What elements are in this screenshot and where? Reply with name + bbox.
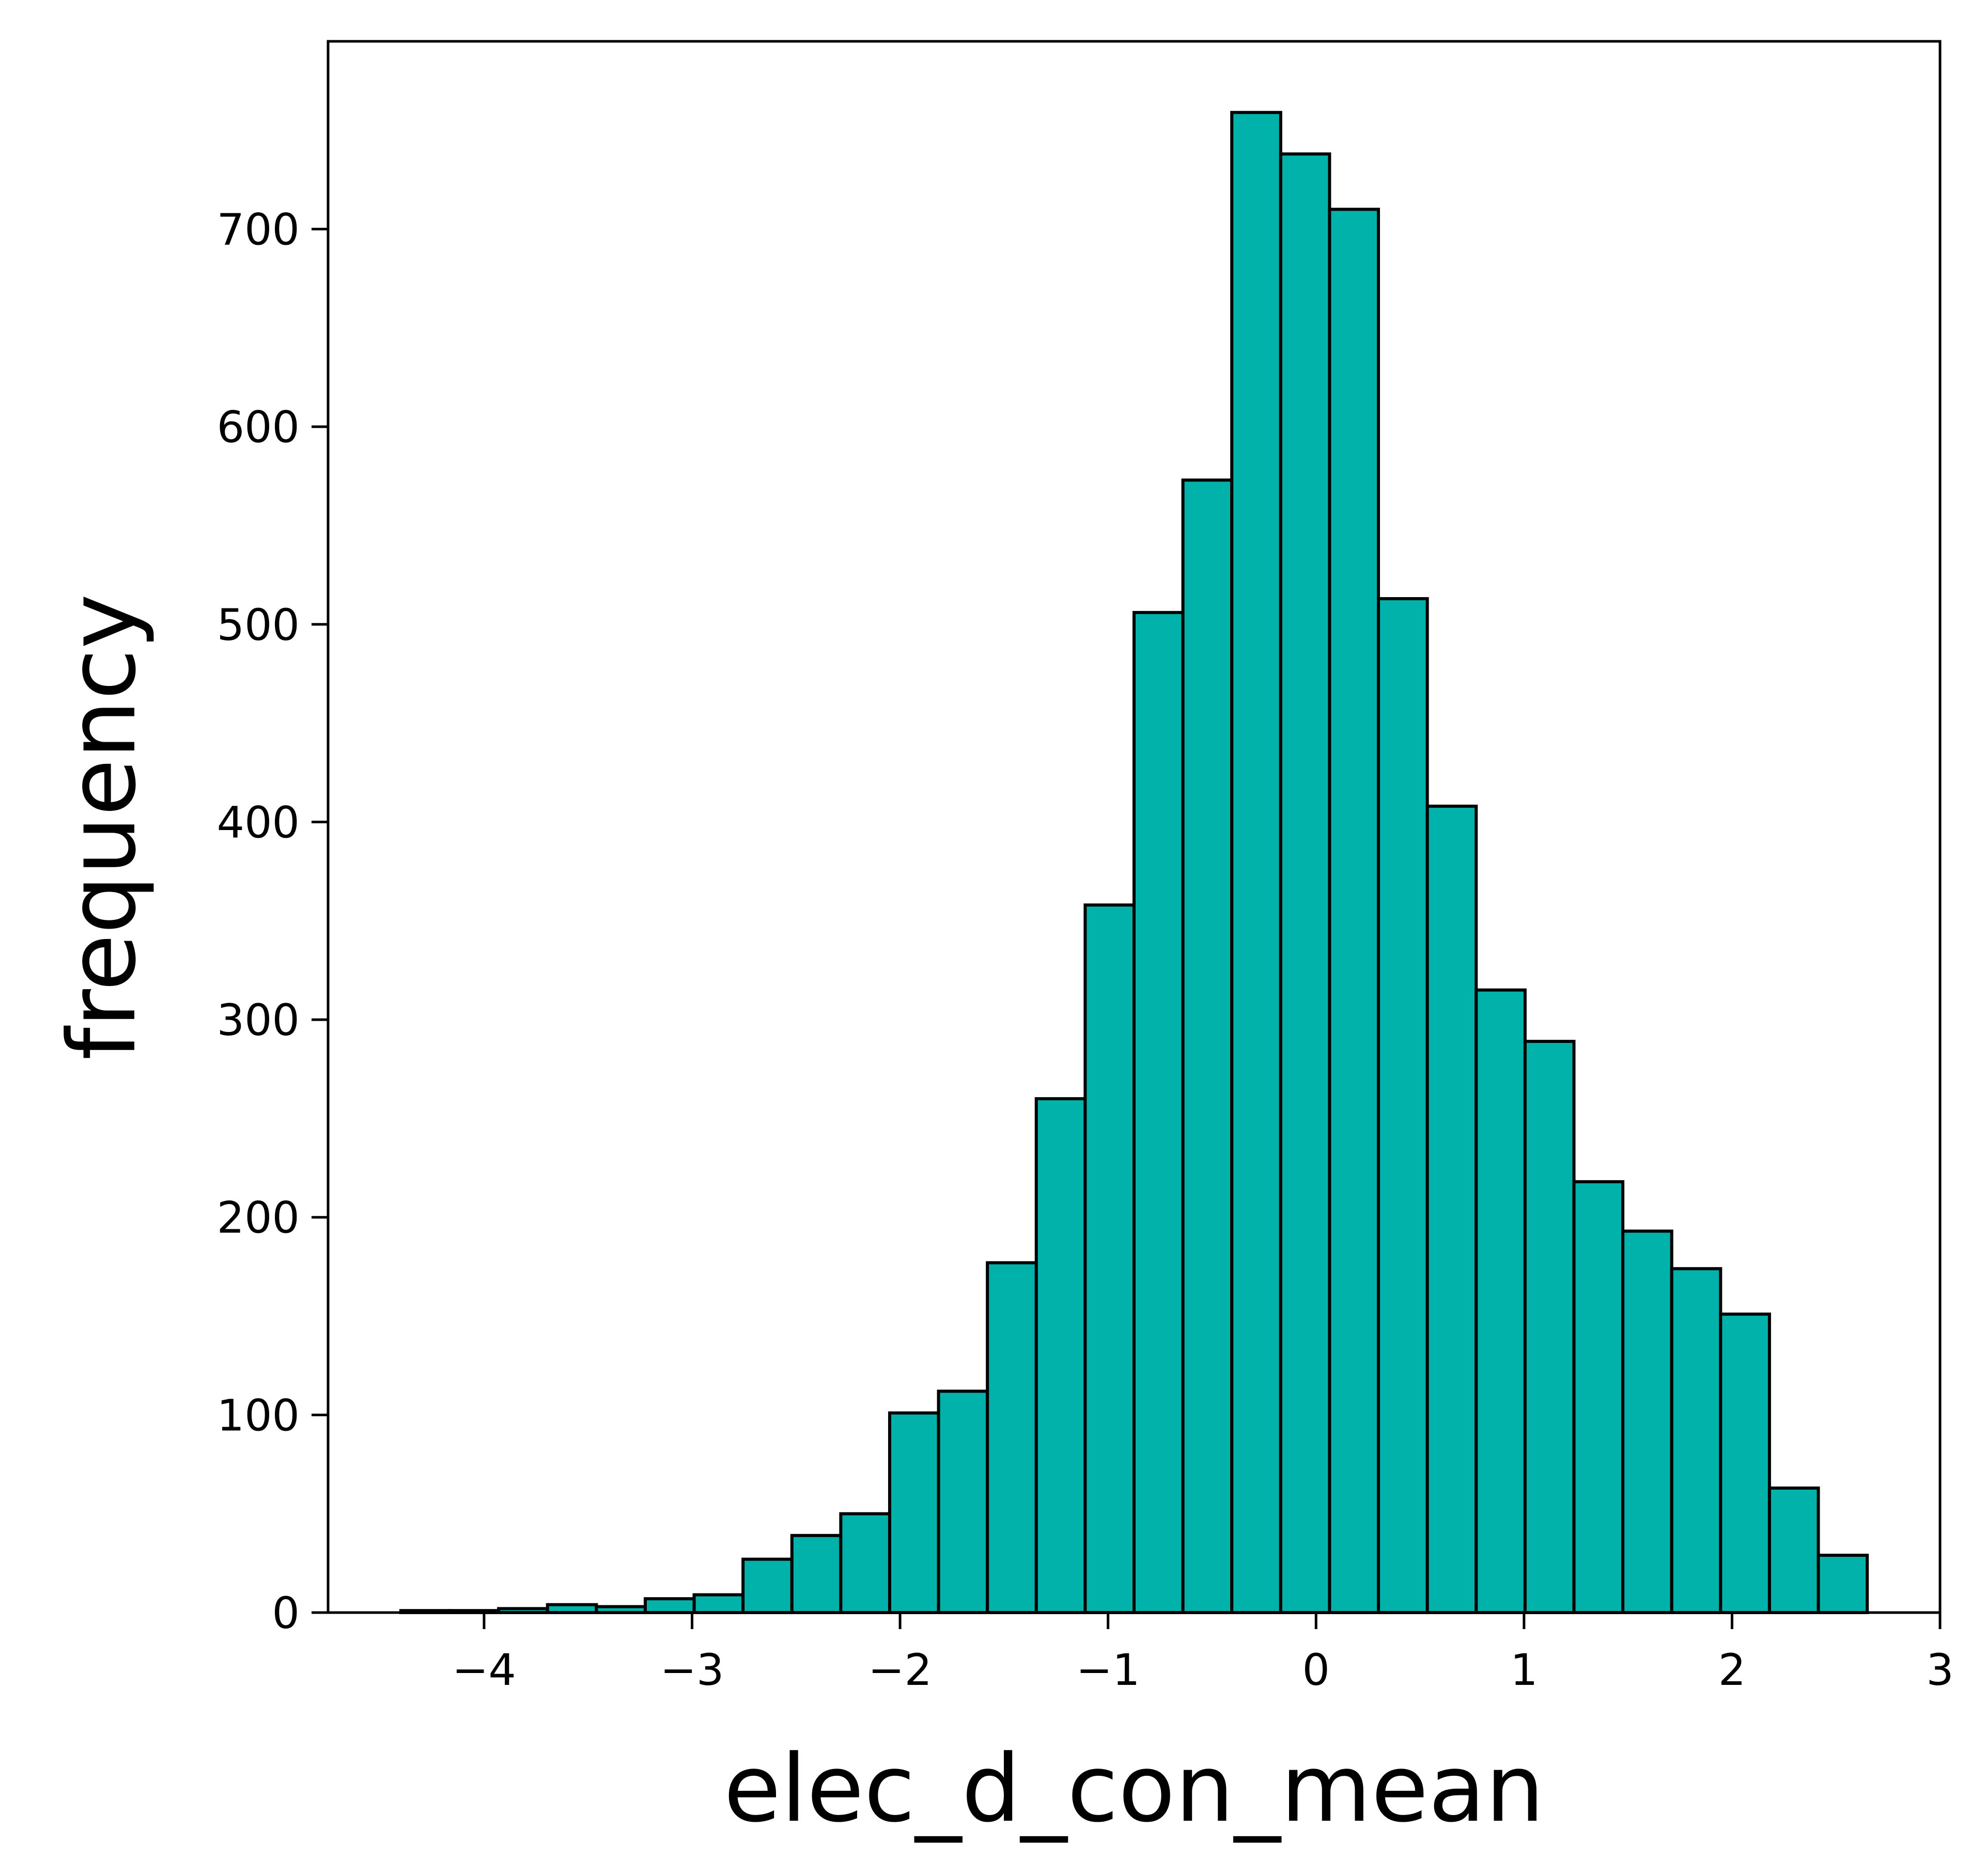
histogram-bar [643,1597,696,1614]
histogram-bar [790,1534,843,1614]
histogram-bar [986,1261,1038,1615]
x-axis-ticks: −4 −3 −2 −1 0 1 2 3 [452,1613,1954,1695]
histogram-bar [1181,478,1234,1615]
histogram-bar [1083,903,1136,1614]
x-tick-label: −2 [868,1645,932,1695]
x-axis-title: elec_d_con_mean [724,1735,1544,1843]
y-tick-label: 100 [217,1390,300,1441]
histogram-bar [839,1512,891,1614]
histogram-bar [1670,1267,1723,1615]
y-tick-label: 700 [217,205,300,255]
y-tick-label: 300 [217,995,300,1045]
y-axis-title: frequency [49,594,157,1060]
histogram-bar [1132,611,1185,1614]
x-tick-label: −4 [452,1645,516,1695]
histogram-bar [1230,111,1282,1614]
histogram-bar [1719,1312,1771,1615]
histogram-bar [1034,1097,1087,1614]
histogram-bar [1279,152,1331,1614]
histogram-bar [1621,1229,1673,1615]
y-tick-label: 200 [217,1193,300,1243]
x-tick-label: 3 [1926,1645,1953,1695]
x-tick-label: −1 [1076,1645,1140,1695]
y-tick-label: 600 [217,402,300,452]
histogram-bar [741,1557,794,1614]
histogram-bar [888,1411,940,1614]
histogram-bar [1523,1040,1576,1614]
histogram-bar [1425,804,1478,1614]
x-tick-label: 2 [1718,1645,1746,1695]
x-tick-label: −3 [660,1645,724,1695]
histogram-bar [1377,597,1429,1614]
y-tick-label: 500 [217,600,300,650]
histogram-bar [1328,208,1380,1614]
histogram-bar [937,1389,989,1614]
histogram-bar [1475,988,1527,1614]
y-tick-label: 400 [217,797,300,848]
histogram-bar [1817,1554,1869,1614]
y-tick-label: 0 [272,1588,300,1638]
histogram-bar [692,1593,745,1614]
plot-frame [327,40,1942,1614]
histogram-bar [1767,1486,1820,1614]
histogram-bar [1572,1180,1625,1615]
x-tick-label: 0 [1302,1645,1330,1695]
y-axis-ticks: 0 100 200 300 400 500 600 700 [217,205,328,1638]
x-tick-label: 1 [1510,1645,1538,1695]
